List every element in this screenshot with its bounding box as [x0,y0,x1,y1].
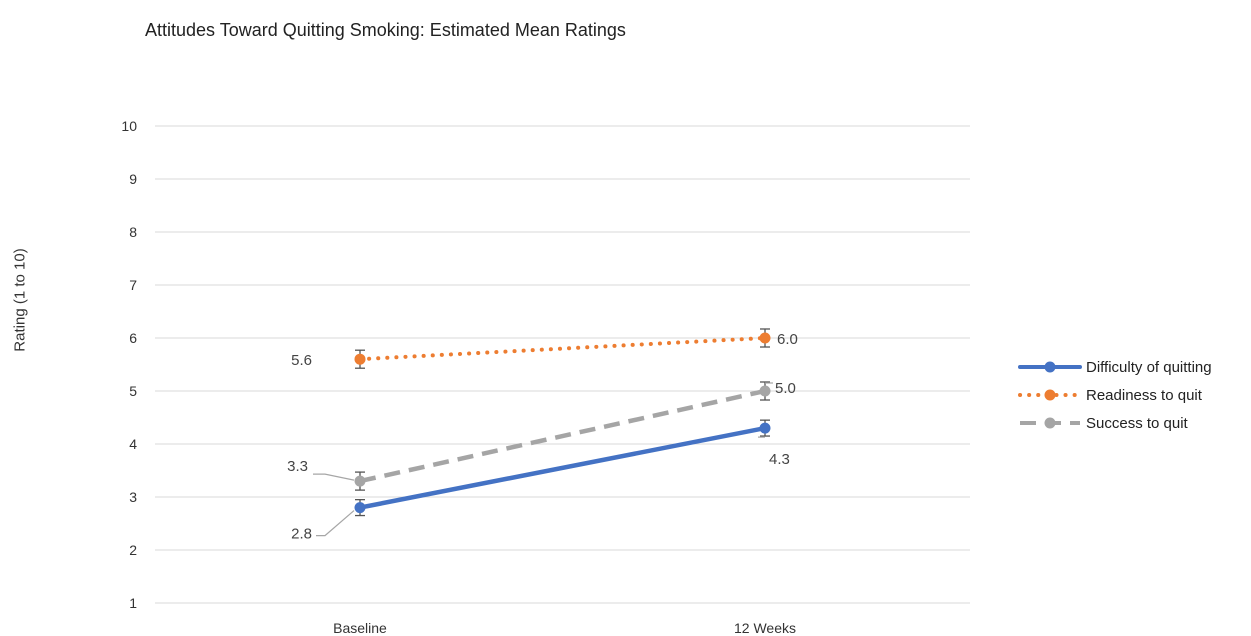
legend-swatch [1018,389,1082,401]
label-leader-line [313,473,355,481]
data-point [759,422,771,434]
data-point [759,385,771,397]
line-chart: 1 2 3 4 5 6 7 8 9 10 Baseline 12 Weeks 2.8 4.3 5.6 6.0 3… [121,118,970,636]
data-point [759,332,771,344]
y-tick-label: 8 [129,224,137,240]
legend-marker [1044,389,1056,401]
data-point [354,502,366,514]
y-tick-label: 3 [129,489,137,505]
y-tick-label: 6 [129,330,137,346]
series-line [359,388,766,484]
data-label: 3.3 [287,458,308,475]
legend-label: Difficulty of quitting [1086,358,1212,376]
legend-swatch [1020,417,1080,429]
data-label: 6.0 [777,331,798,348]
data-label: 4.3 [769,451,790,468]
series-line [357,425,768,510]
data-label: 5.6 [291,352,312,369]
legend-item: Readiness to quit [1018,381,1212,409]
data-label: 5.0 [775,380,796,397]
y-tick-label: 2 [129,542,137,558]
y-tick-label: 1 [129,595,137,611]
y-tick-label: 4 [129,436,137,452]
legend-marker [1044,417,1056,429]
y-tick-label: 7 [129,277,137,293]
x-tick-label: Baseline [333,620,387,636]
data-label: 2.8 [291,526,312,543]
y-tick-label: 9 [129,171,137,187]
legend-swatch [1018,361,1082,373]
data-point [354,353,366,365]
legend-item: Difficulty of quitting [1018,353,1212,381]
y-tick-label: 10 [121,118,137,134]
legend-label: Success to quit [1086,414,1188,432]
x-tick-label: 12 Weeks [734,620,796,636]
chart-title: Attitudes Toward Quitting Smoking: Estim… [145,20,626,40]
y-tick-label: 5 [129,383,137,399]
data-point [354,475,366,487]
label-leader-line [316,510,355,537]
legend-label: Readiness to quit [1086,386,1202,404]
series-line [358,336,767,362]
legend-marker [1044,361,1056,373]
chart-legend: Difficulty of quitting Readiness to quit S… [1018,353,1212,437]
legend-item: Success to quit [1018,409,1212,437]
